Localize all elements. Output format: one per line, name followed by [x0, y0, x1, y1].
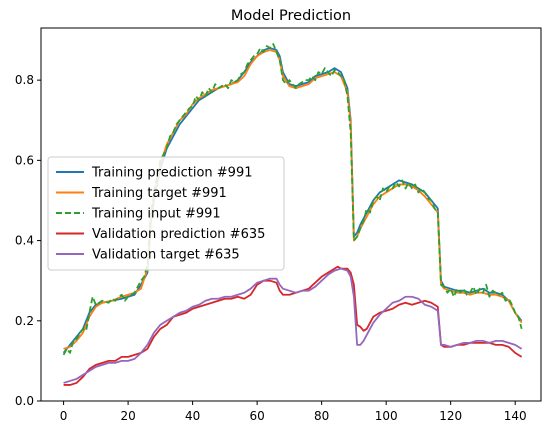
y-tick-label: 0.0 [15, 394, 34, 408]
legend-label-4: Validation target #635 [92, 248, 240, 263]
x-tick-label: 40 [185, 409, 200, 423]
series-line-4 [63, 267, 523, 384]
x-tick-label: 140 [504, 409, 527, 423]
y-tick-label: 0.8 [15, 73, 34, 87]
y-axis: 0.0 0.2 0.4 0.6 0.8 [15, 73, 41, 408]
series-line-3 [63, 265, 523, 386]
x-axis: 0 20 40 60 80 100 120 140 [60, 401, 527, 423]
legend-label-3: Validation prediction #635 [92, 227, 265, 242]
y-tick-label: 0.6 [15, 153, 34, 167]
x-tick-label: 100 [375, 409, 398, 423]
x-tick-label: 80 [314, 409, 329, 423]
legend-box [47, 156, 285, 271]
x-tick-label: 60 [249, 409, 264, 423]
plot-frame [40, 27, 542, 402]
y-tick-label: 0.2 [15, 314, 34, 328]
legend-label-0: Training prediction #991 [91, 166, 253, 181]
x-tick-label: 120 [439, 409, 462, 423]
x-tick-label: 20 [120, 409, 135, 423]
legend-label-2: Training input #991 [91, 207, 221, 222]
legend: Training prediction #991 Training target … [47, 156, 285, 271]
x-tick-label: 0 [60, 409, 68, 423]
y-tick-label: 0.4 [15, 234, 34, 248]
series-line-2 [62, 43, 523, 356]
chart-title: Model Prediction [231, 8, 351, 24]
legend-label-1: Training target #991 [91, 186, 227, 201]
